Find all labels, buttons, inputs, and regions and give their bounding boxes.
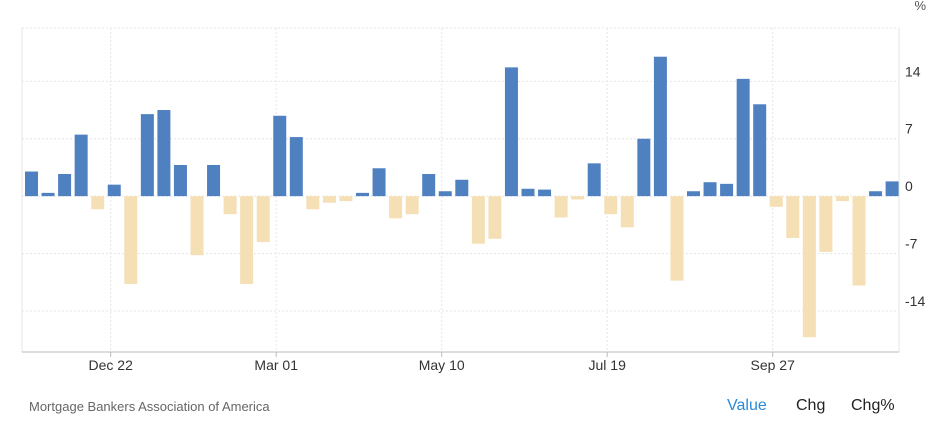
bar [620,196,634,228]
bar [190,196,204,256]
bar [637,138,651,197]
x-axis-ticks [110,352,774,357]
bar [587,163,601,197]
bar [306,196,320,210]
bar [273,115,287,197]
bar-chart: 14 7 0 -7 -14 Dec 22 Mar 01 May 10 Jul 19 Sep 27… [21,0,926,373]
grid-lines [21,27,900,353]
chart-footer: Mortgage Bankers Association of America … [0,388,936,426]
chg-percent-button[interactable]: Chg% [851,397,895,414]
bar [753,104,767,197]
bars [25,56,899,338]
bar [835,196,849,202]
bar [802,196,816,338]
bar [687,191,700,197]
bar [405,196,419,215]
x-tick-label: May 10 [419,357,465,373]
x-tick-label: Sep 27 [751,357,796,373]
bar [356,192,369,197]
bar [653,56,667,197]
bar [389,196,403,219]
chg-button[interactable]: Chg [796,397,826,414]
bar [124,196,138,284]
bar [74,134,88,197]
bar [107,184,121,197]
bar [869,191,883,197]
bar [25,171,38,197]
bar [372,168,386,197]
bar [554,196,568,218]
bar [339,196,353,202]
bar [819,196,833,252]
y-axis-labels: 14 7 0 -7 -14 [905,63,925,309]
bar [140,114,154,197]
y-tick-label: -14 [905,293,925,309]
bar [207,164,221,197]
bar [240,196,254,284]
x-tick-label: Jul 19 [589,357,627,373]
bar [571,196,585,200]
bar [58,174,72,197]
y-tick-label: -7 [905,236,918,252]
bar [885,181,899,197]
bar [604,196,618,215]
bar [769,196,783,207]
bar [173,164,187,197]
y-tick-label: 14 [905,63,921,79]
bar [471,196,485,244]
data-source: Mortgage Bankers Association of America [29,399,270,414]
bar [670,196,684,281]
bar [455,179,469,197]
bar [538,189,552,197]
bar [720,183,734,197]
y-tick-label: 0 [905,178,913,194]
bar [322,196,336,203]
bar [786,196,800,238]
bar [157,110,171,197]
x-tick-label: Dec 22 [89,357,134,373]
bar [256,196,270,243]
bar [422,174,436,197]
bar [289,137,303,197]
value-button[interactable]: Value [727,397,767,414]
y-axis-unit-label: % [914,0,926,13]
bar [736,78,750,197]
bar [852,196,866,286]
bar [438,191,452,197]
bar [504,67,518,197]
bar [223,196,237,215]
bar [521,188,535,197]
y-tick-label: 7 [905,121,913,137]
bar [703,182,717,197]
x-axis-labels: Dec 22 Mar 01 May 10 Jul 19 Sep 27 [89,357,796,373]
bar [91,196,105,210]
bar [488,196,502,239]
x-tick-label: Mar 01 [254,357,298,373]
bar [41,192,55,197]
